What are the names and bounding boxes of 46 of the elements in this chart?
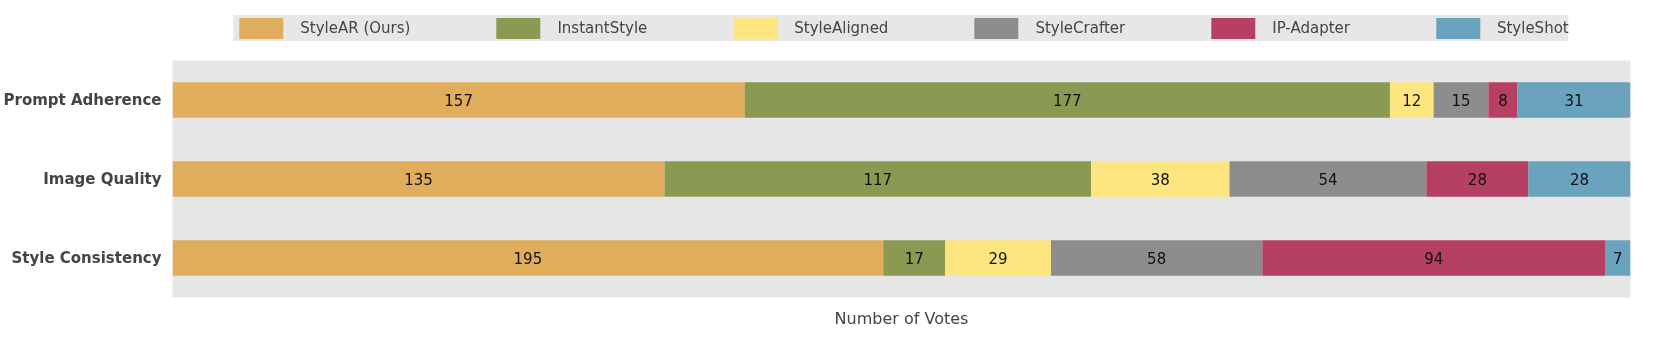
data-label: 117 (863, 171, 893, 189)
bar (172, 161, 665, 197)
data-label: 157 (444, 92, 473, 110)
data-label: 195 (513, 250, 543, 268)
data-label: 29 (988, 250, 1008, 268)
y-tick-label: Image Quality (43, 170, 162, 188)
data-label: 38 (1150, 171, 1170, 189)
legend-label: StyleShot (1496, 18, 1569, 37)
x-axis-title: Number of Votes (834, 308, 969, 328)
bar (1050, 240, 1263, 276)
data-label: 15 (1451, 92, 1471, 110)
legend-label: InstantStyle (557, 18, 648, 37)
data-label: 28 (1569, 171, 1590, 189)
legend-label: StyleAligned (794, 18, 889, 37)
bar (1433, 82, 1489, 118)
data-label: 17 (904, 250, 924, 268)
legend-label: IP-Adapter (1272, 18, 1350, 37)
bar (1389, 82, 1434, 118)
y-tick-label: Prompt Adherence (3, 91, 162, 109)
data-label: 28 (1467, 171, 1487, 189)
bar (1426, 161, 1529, 197)
bar (1604, 240, 1631, 276)
legend-label: StyleAR (Ours) (300, 18, 411, 37)
legend-label: StyleCrafter (1035, 18, 1126, 37)
data-label: 94 (1424, 250, 1444, 268)
data-label: 54 (1318, 171, 1338, 189)
bar (1229, 161, 1427, 197)
y-tick-label: Style Consistency (11, 249, 162, 267)
bar (744, 82, 1390, 118)
bar (172, 82, 745, 118)
data-label: 135 (404, 171, 433, 189)
bar (1528, 161, 1631, 197)
bar (945, 240, 1051, 276)
bar (1517, 82, 1631, 118)
data-label: 7 (1612, 250, 1623, 268)
bar (664, 161, 1092, 197)
bar (172, 240, 884, 276)
data-label: 31 (1564, 92, 1584, 110)
data-label: 12 (1402, 92, 1422, 110)
data-label: 8 (1498, 92, 1508, 110)
bar (883, 240, 946, 276)
data-label: 58 (1147, 250, 1167, 268)
bar (1488, 82, 1518, 118)
bar (1091, 161, 1230, 197)
bar (1262, 240, 1605, 276)
data-label: 177 (1053, 92, 1082, 110)
